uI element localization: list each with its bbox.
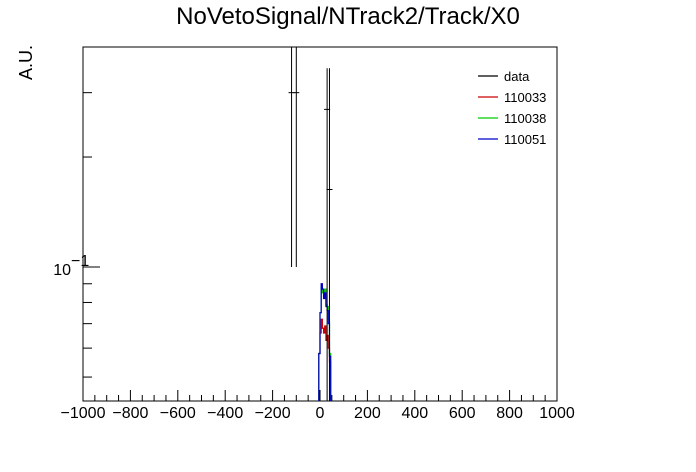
x-tick-label: 400 <box>401 405 428 422</box>
legend-entry-110038: 110038 <box>504 111 546 126</box>
histogram-layer <box>318 283 332 401</box>
axis-ticks <box>82 92 558 401</box>
y-tick-labels: 10−1 <box>53 253 89 279</box>
x-tick-label: 200 <box>354 405 381 422</box>
y-axis-label: A.U. <box>16 45 36 80</box>
legend-entry-data: data <box>504 69 530 84</box>
histogram-110051 <box>318 283 332 401</box>
x-tick-label: −200 <box>255 405 291 422</box>
x-tick-label: −400 <box>207 405 243 422</box>
x-tick-label: 800 <box>496 405 523 422</box>
chart-title: NoVetoSignal/NTrack2/Track/X0 <box>176 3 520 30</box>
x-tick-label: 0 <box>316 405 325 422</box>
x-tick-label: 600 <box>449 405 476 422</box>
data-points-layer <box>288 47 333 401</box>
y-tick-label-exponent: −1 <box>71 253 89 270</box>
legend: data 110033 110038 110051 <box>478 69 546 147</box>
x-tick-label: −600 <box>160 405 196 422</box>
y-tick-label: 10 <box>53 262 71 279</box>
x-tick-label: −1000 <box>61 405 106 422</box>
legend-entry-110033: 110033 <box>504 90 546 105</box>
x-tick-label: 1000 <box>539 405 575 422</box>
x-tick-labels: −1000 −800 −600 −400 −200 0 200 400 600 800 1000 <box>61 405 575 422</box>
x-tick-label: −800 <box>112 405 148 422</box>
legend-entry-110051: 110051 <box>504 132 546 147</box>
